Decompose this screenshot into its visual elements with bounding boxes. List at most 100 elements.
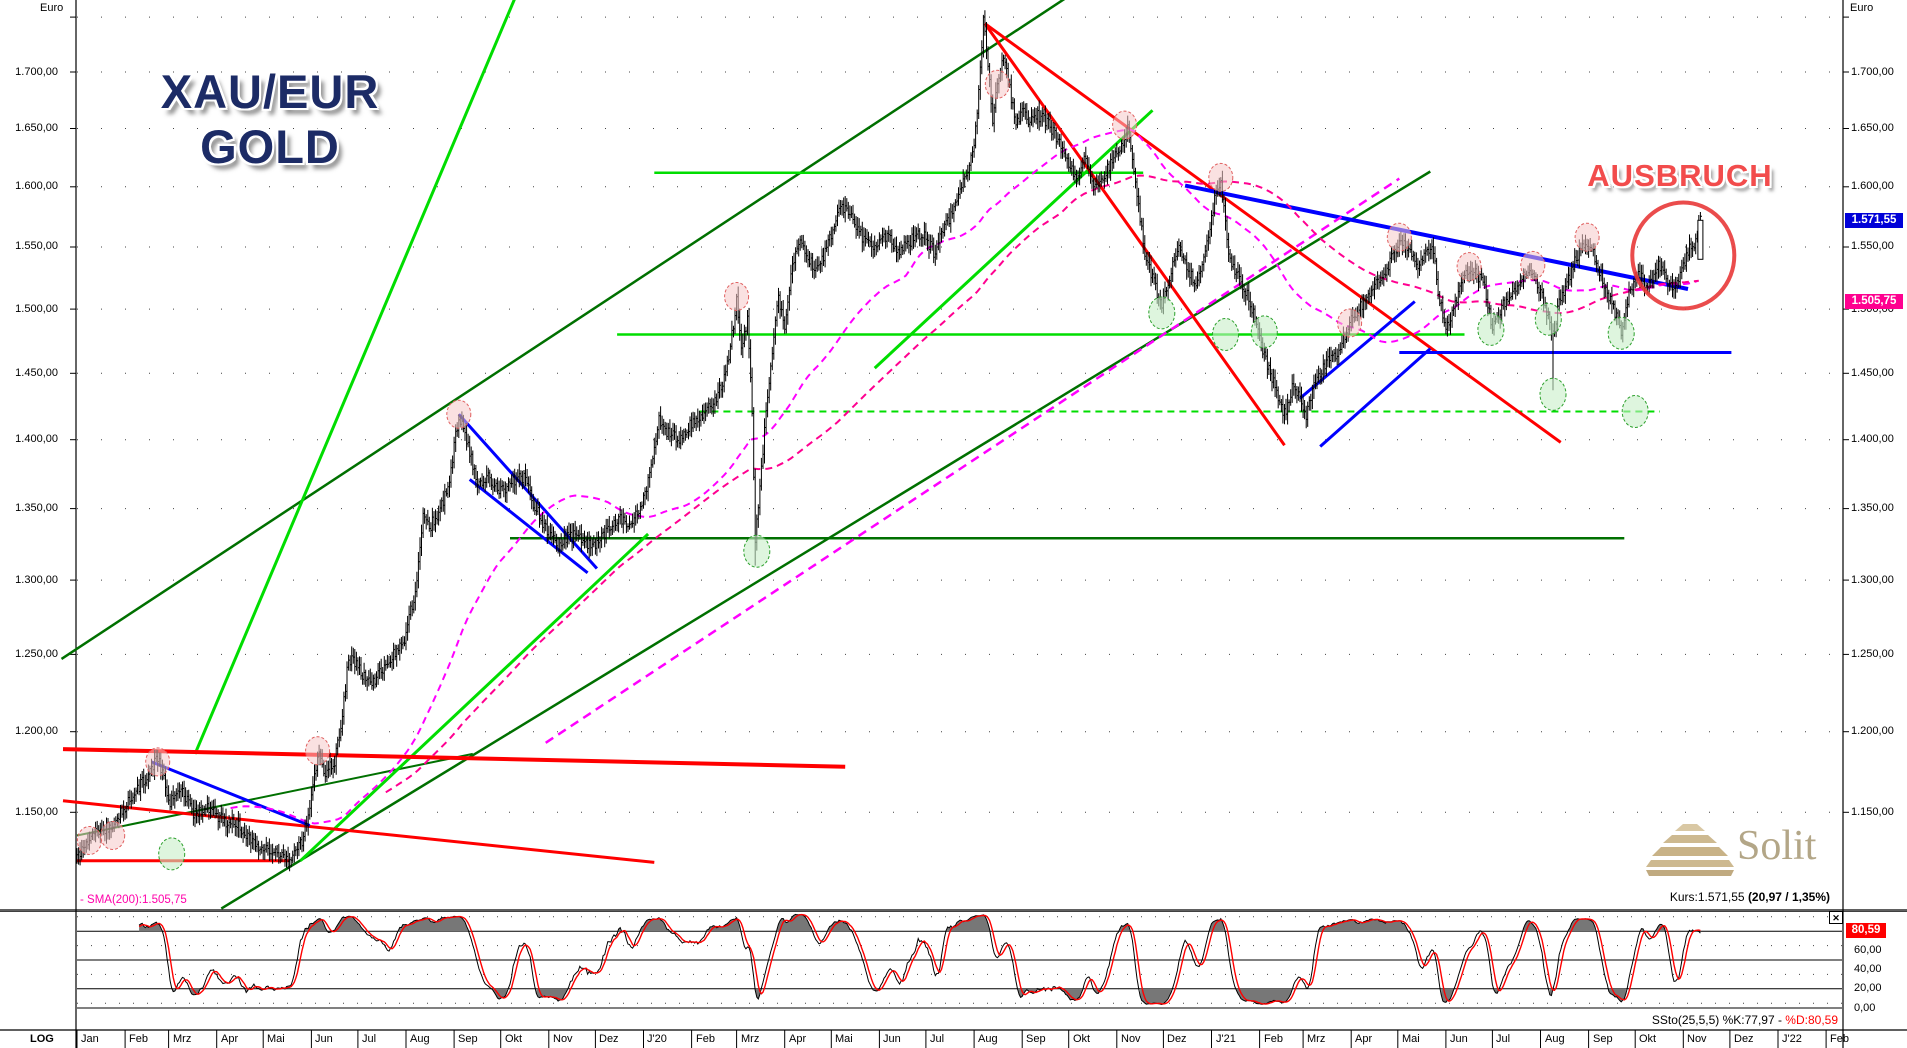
price-label-left: 1.400,00: [15, 433, 58, 445]
breakout-candle: [1697, 219, 1704, 260]
sma200-price-tag: 1.505,75: [1845, 294, 1903, 310]
stochastic-value-tag: 80,59: [1846, 923, 1886, 939]
trendline-downtrend-2021: [1184, 183, 1689, 291]
month-label: Mai: [267, 1033, 285, 1045]
top-marker: [305, 736, 331, 766]
bottom-marker: [1250, 315, 1278, 349]
trendline-uptrend-channel-lower: [220, 170, 1431, 910]
trendline-flag-2021-upper: [1299, 300, 1416, 400]
trendline-downtrend-2019: [62, 799, 655, 864]
bottom-marker: [1212, 318, 1239, 351]
price-label-left: 1.250,00: [15, 648, 58, 660]
price-label-right: 1.350,00: [1851, 502, 1894, 514]
log-scale-label: LOG: [30, 1033, 54, 1045]
right-axis-unit: Euro: [1850, 2, 1874, 14]
month-label: Sep: [458, 1033, 478, 1045]
trendline-flag-2021-lower: [1319, 347, 1432, 448]
bottom-marker: [1148, 296, 1176, 330]
price-label-left: 1.450,00: [15, 367, 58, 379]
price-label-left: 1.550,00: [15, 240, 58, 252]
stoch-extreme-fill: [640, 917, 669, 932]
price-label-left: 1.600,00: [15, 180, 58, 192]
month-label: Sep: [1593, 1033, 1613, 1045]
top-marker: [1112, 110, 1138, 140]
bottom-marker: [1607, 316, 1635, 350]
trendline-wedge-upper: [457, 413, 599, 570]
month-label: Mai: [835, 1033, 853, 1045]
price-label-right: 1.550,00: [1851, 240, 1894, 252]
stoch-extreme-fill: [1140, 988, 1172, 1005]
top-marker: [446, 399, 472, 429]
solit-logo-text: Solit: [1737, 823, 1817, 869]
month-label: Nov: [1121, 1033, 1141, 1045]
month-label: Nov: [1687, 1033, 1707, 1045]
trendline-base-trend-2019: [76, 752, 474, 837]
trendline-wedge-lower: [468, 478, 589, 574]
month-label: Jul: [1496, 1033, 1511, 1045]
stochastic-legend: SSto(25,5,5) %K:77,97 - %D:80,59: [1652, 1013, 1838, 1027]
month-label: Feb: [1264, 1033, 1283, 1045]
month-label: Sep: [1026, 1033, 1046, 1045]
top-marker: [984, 69, 1010, 99]
trendline-downtrend-long: [984, 22, 1562, 444]
month-label: Aug: [1545, 1033, 1565, 1045]
month-label: J'20: [647, 1033, 667, 1045]
stoch-extreme-fill: [536, 988, 568, 1002]
trendline-flag-2019: [150, 760, 311, 827]
month-label: Dez: [599, 1033, 619, 1045]
month-label: Jul: [362, 1033, 377, 1045]
trendline-uptrend-channel-upper: [60, 0, 1066, 660]
breakout-annotation: AUSBRUCH: [1587, 158, 1773, 193]
month-label: Okt: [1073, 1033, 1091, 1045]
last-price-tag: 1.571,55: [1845, 213, 1903, 229]
solit-logo: Solit: [1645, 820, 1875, 882]
month-label: Feb: [129, 1033, 148, 1045]
month-label: Mrz: [1307, 1033, 1326, 1045]
close-indicator-button[interactable]: ✕: [1829, 911, 1843, 924]
month-label: Mrz: [741, 1033, 760, 1045]
month-label: Feb: [696, 1033, 715, 1045]
price-label-left: 1.350,00: [15, 502, 58, 514]
stochastic-d-label: %D:80,59: [1785, 1013, 1838, 1027]
month-label: Dez: [1167, 1033, 1187, 1045]
stoch-tick-label: 20,00: [1854, 982, 1882, 994]
bottom-marker: [1534, 302, 1562, 336]
price-label-right: 1.600,00: [1851, 180, 1894, 192]
price-label-right: 1.300,00: [1851, 574, 1894, 586]
month-label: Jul: [930, 1033, 945, 1045]
month-label: J'22: [1782, 1033, 1802, 1045]
price-label-right: 1.650,00: [1851, 122, 1894, 134]
sma200-legend: - SMA(200):1.505,75: [80, 894, 187, 906]
month-label: Mai: [1402, 1033, 1420, 1045]
bottom-marker: [158, 837, 186, 871]
price-label-right: 1.400,00: [1851, 433, 1894, 445]
top-marker: [1574, 222, 1600, 252]
trendline-accel-trend-2019: [193, 0, 516, 755]
price-label-right: 1.250,00: [1851, 648, 1894, 660]
month-label: J'21: [1216, 1033, 1236, 1045]
month-label: Jun: [883, 1033, 901, 1045]
stoch-tick-label: 0,00: [1854, 1002, 1876, 1014]
trendline-accel-trend-2020: [873, 109, 1154, 370]
month-label: Jan: [81, 1033, 99, 1045]
bottom-marker: [1539, 377, 1567, 411]
month-label: Jun: [1450, 1033, 1468, 1045]
chart-title-line2: GOLD: [200, 120, 340, 173]
quote-change: (20,97 / 1,35%): [1747, 890, 1830, 904]
price-label-left: 1.150,00: [15, 806, 58, 818]
stoch-extreme-fill: [1641, 928, 1643, 932]
top-marker: [76, 826, 102, 855]
month-label: Apr: [221, 1033, 239, 1045]
breakout-circle: [1630, 200, 1737, 311]
price-label-left: 1.650,00: [15, 122, 58, 134]
month-label: Okt: [1639, 1033, 1657, 1045]
price-label-left: 1.200,00: [15, 725, 58, 737]
top-marker: [145, 747, 171, 777]
stoch-extreme-fill: [1568, 918, 1595, 932]
top-marker: [1520, 250, 1546, 280]
top-marker: [1456, 252, 1482, 282]
left-axis-unit: Euro: [40, 2, 64, 14]
bottom-marker: [743, 534, 771, 568]
